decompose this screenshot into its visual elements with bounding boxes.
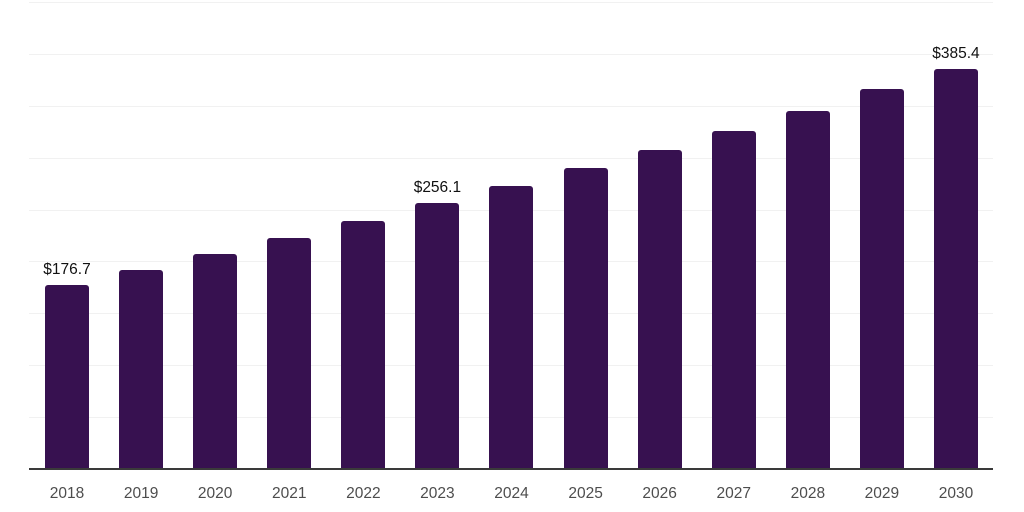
bar-2030 (933, 69, 978, 469)
bar-2018 (45, 285, 89, 469)
x-axis-label-2020: 2020 (197, 484, 233, 502)
x-axis-label-2028: 2028 (790, 484, 826, 502)
x-axis-label-2026: 2026 (642, 484, 677, 502)
bar-2024 (489, 185, 534, 469)
gridline (29, 2, 993, 4)
x-axis-label-2024: 2024 (494, 484, 529, 502)
x-axis-label-2023: 2023 (420, 484, 455, 502)
bar-2028 (785, 110, 830, 469)
gridline (29, 54, 993, 56)
x-axis-label-2018: 2018 (49, 484, 85, 502)
bar-2019 (119, 270, 164, 469)
x-axis-label-2030: 2030 (938, 484, 974, 502)
bar-2026 (637, 150, 682, 469)
bar-2021 (267, 238, 312, 469)
bar-2027 (711, 131, 756, 469)
x-axis-label-2029: 2029 (864, 484, 900, 502)
bar-value-label: $176.7 (43, 261, 91, 279)
bar-2023 (415, 203, 460, 469)
x-axis-label-2025: 2025 (568, 484, 603, 502)
bar-2020 (193, 253, 238, 469)
x-axis-label-2021: 2021 (271, 484, 307, 502)
bar-value-label: $256.1 (413, 179, 462, 197)
bar-2022 (341, 220, 386, 469)
bar-2025 (563, 168, 608, 469)
gridline (29, 105, 993, 107)
x-axis-line (29, 468, 993, 470)
x-axis-label-2027: 2027 (716, 484, 751, 502)
x-axis-label-2022: 2022 (346, 484, 381, 502)
gridline (29, 157, 993, 159)
bar-2029 (859, 88, 904, 469)
bar-value-label: $385.4 (932, 45, 980, 63)
x-axis-label-2019: 2019 (123, 484, 159, 502)
